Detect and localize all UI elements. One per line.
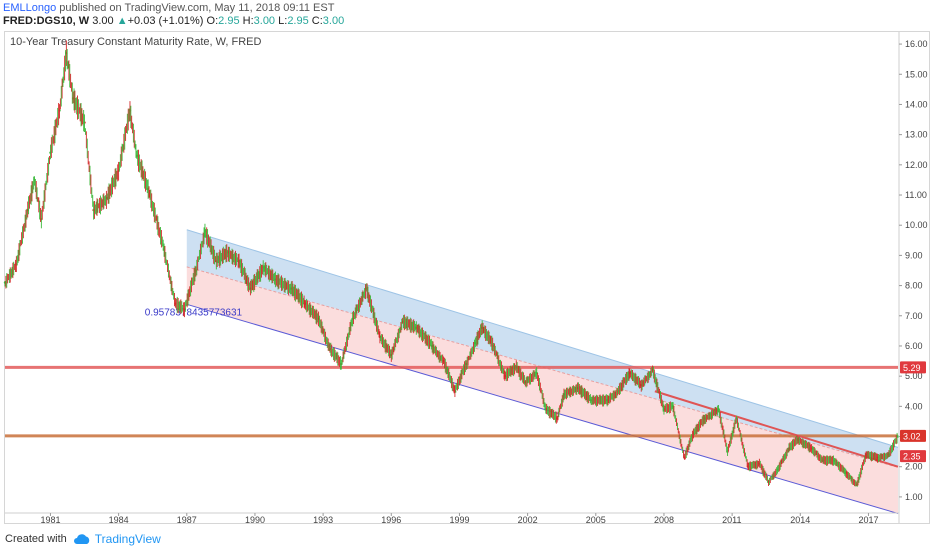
y-tick-label: 4.00 [905,401,923,411]
x-tick-label: 1981 [40,515,60,525]
tradingview-brand: TradingView [94,532,161,546]
price-change: +0.03 (+1.01%) [127,15,204,27]
price-bars [4,40,898,487]
y-tick-label: 12.00 [905,160,928,170]
open-value: 2.95 [218,15,240,27]
y-tick-label: 6.00 [905,341,923,351]
tradingview-cloud-icon [73,533,89,544]
chart-title: 10-Year Treasury Constant Maturity Rate,… [10,36,262,48]
author-link[interactable]: EMLLongo [3,2,57,14]
last-price-label: 2.35 [903,452,921,462]
x-tick-label: 1993 [313,515,333,525]
y-tick-label: 1.00 [905,492,923,502]
symbol-ohlc-bar: FRED:DGS10, W 3.00 ▲+0.03 (+1.01%) O:2.9… [3,15,344,27]
x-tick-label: 2005 [586,515,606,525]
x-tick-label: 1996 [381,515,401,525]
low-value: 2.95 [287,15,309,27]
high-value: 3.00 [253,15,276,27]
footer: Created with TradingView [5,532,161,546]
publish-info: EMLLongo published on TradingView.com, M… [3,2,334,14]
x-tick-label: 1990 [245,515,265,525]
x-tick-label: 2002 [518,515,538,525]
x-tick-label: 2011 [722,515,741,525]
close-value: 3.00 [322,15,345,27]
created-with-text: Created with [5,533,67,545]
x-tick-label: 1984 [109,515,129,525]
y-tick-label: 11.00 [905,190,927,200]
open-label: O: [206,15,219,27]
price-label-5-29: 5.29 [903,363,921,373]
last-price: 3.00 [92,15,114,27]
y-tick-label: 7.00 [905,311,923,321]
y-tick-label: 13.00 [905,130,928,140]
channel-mid-line [186,266,899,468]
y-tick-label: 5.00 [905,371,923,381]
x-tick-label: 1987 [177,515,197,525]
y-tick-label: 15.00 [905,69,928,79]
channel-upper-band [186,229,898,468]
x-tick-label: 2014 [790,515,810,525]
channel-ratio-label: 0.9578378435773631 [145,307,243,318]
x-tick-label: 1999 [449,515,469,525]
tradingview-link[interactable]: TradingView [73,532,161,546]
price-label-3-02-box [900,429,926,442]
low-label: L: [278,15,288,27]
y-tick-label: 8.00 [905,281,923,291]
y-tick-label: 2.00 [905,462,923,472]
x-tick-label: 2017 [858,515,878,525]
price-label-3-02: 3.02 [903,431,921,441]
y-tick-label: 16.00 [905,39,928,49]
channel-top-line [186,229,899,448]
y-tick-label: 14.00 [905,99,928,109]
high-label: H: [242,15,254,27]
x-tick-label: 2008 [654,515,674,525]
price-label-5-29-box [900,361,926,374]
close-label: C: [311,15,323,27]
trend-line [654,390,899,468]
channel-bottom-line [186,303,899,514]
y-tick-label: 9.00 [905,250,923,260]
up-arrow-icon: ▲ [116,15,128,27]
symbol-name: FRED:DGS10, W [3,15,90,27]
last-price-label-box [900,450,926,463]
published-text: published on TradingView.com, May 11, 20… [56,2,335,14]
chart-frame [4,31,930,524]
y-tick-label: 10.00 [905,220,928,230]
